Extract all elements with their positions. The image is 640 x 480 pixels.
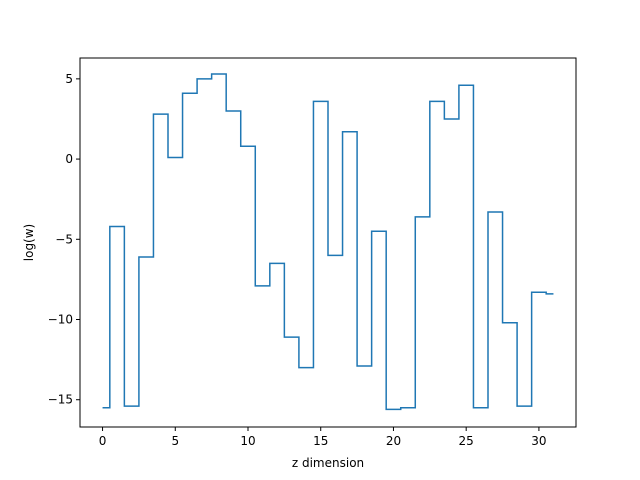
x-tick-label: 0 bbox=[99, 434, 107, 448]
y-axis-ticks: 5 0 −5 −10 −15 bbox=[48, 72, 80, 407]
plot-area bbox=[102, 73, 554, 411]
y-tick-label: 0 bbox=[65, 152, 73, 166]
series-line-0 bbox=[102, 73, 554, 411]
x-axis-label: z dimension bbox=[292, 456, 364, 470]
y-tick-label: 5 bbox=[65, 72, 73, 86]
x-tick-label: 20 bbox=[386, 434, 401, 448]
x-tick-label: 30 bbox=[531, 434, 546, 448]
y-tick-label: −5 bbox=[55, 232, 73, 246]
y-tick-label: −10 bbox=[48, 313, 73, 327]
x-axis-ticks: 0 5 10 15 20 25 30 bbox=[99, 427, 547, 448]
axes-frame bbox=[79, 57, 577, 428]
y-tick-label: −15 bbox=[48, 393, 73, 407]
x-tick-label: 25 bbox=[459, 434, 474, 448]
x-tick-label: 15 bbox=[313, 434, 328, 448]
x-tick-label: 10 bbox=[240, 434, 255, 448]
x-tick-label: 5 bbox=[171, 434, 179, 448]
y-axis-label: log(w) bbox=[22, 224, 36, 261]
